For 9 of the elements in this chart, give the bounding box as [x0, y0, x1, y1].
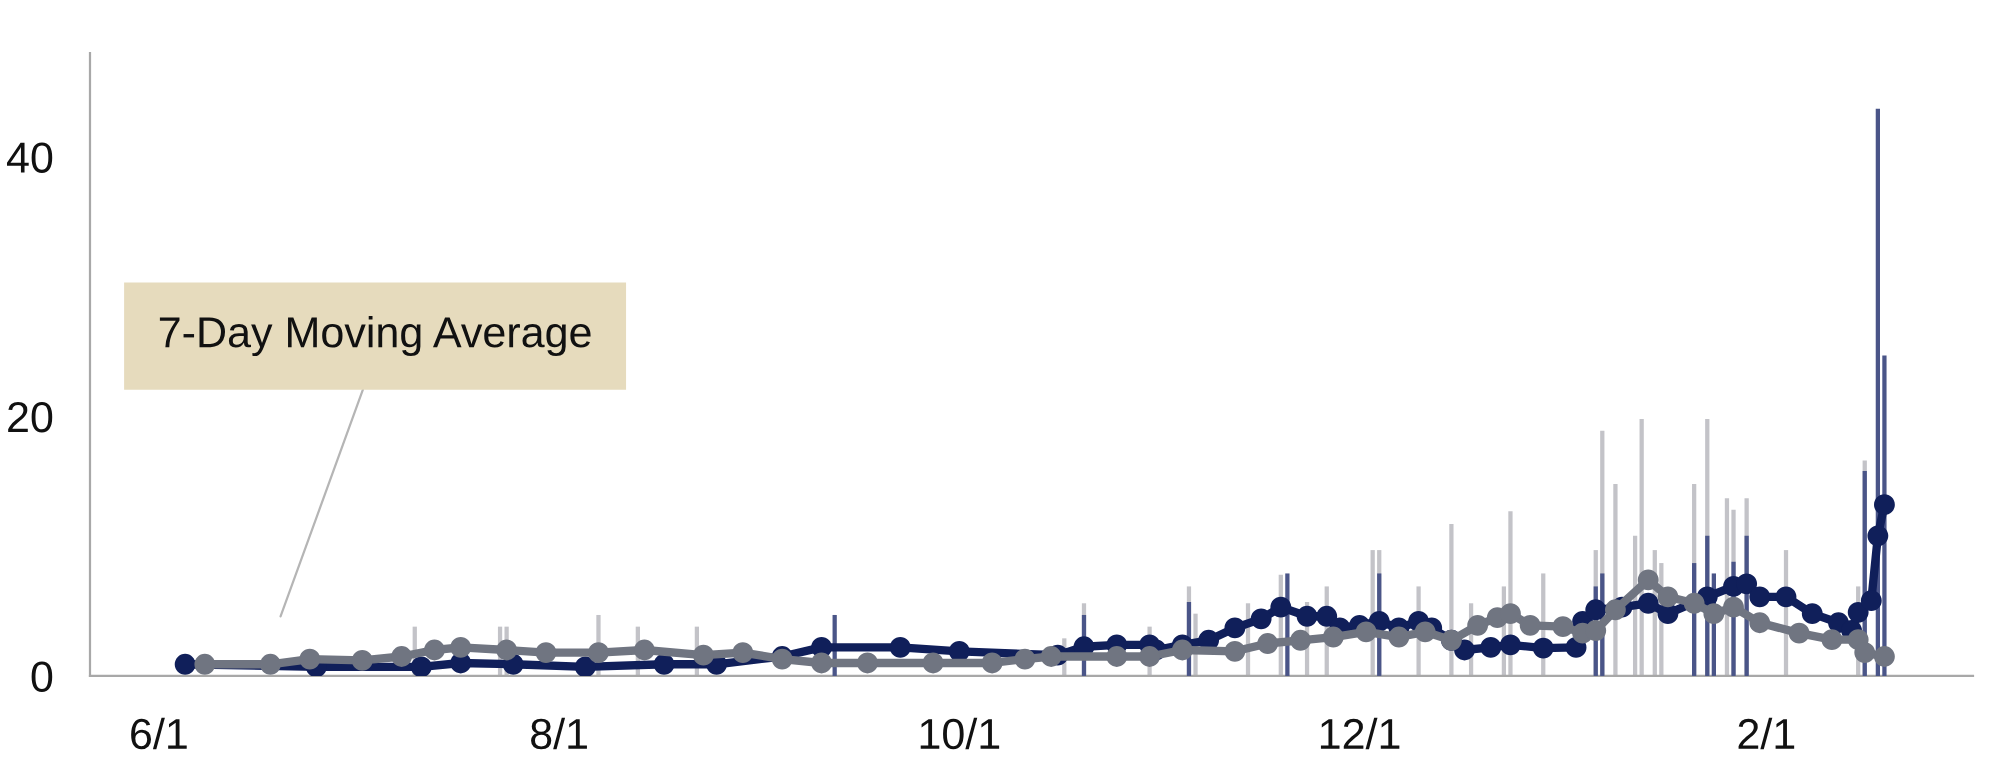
x-tick-label: 10/1 — [920, 717, 1000, 750]
x-tick-label: 2/1 — [1738, 717, 1795, 750]
y-tick-label: 20 — [8, 401, 53, 433]
y-tick-label: 0 — [31, 661, 53, 692]
x-tick-label: 8/1 — [531, 717, 587, 750]
y-tick-label: 40 — [6, 142, 53, 173]
x-tick-label: 12/1 — [1320, 717, 1400, 750]
x-tick-label: 6/1 — [131, 717, 187, 750]
annotation: 7-Day Moving Average — [159, 315, 591, 357]
